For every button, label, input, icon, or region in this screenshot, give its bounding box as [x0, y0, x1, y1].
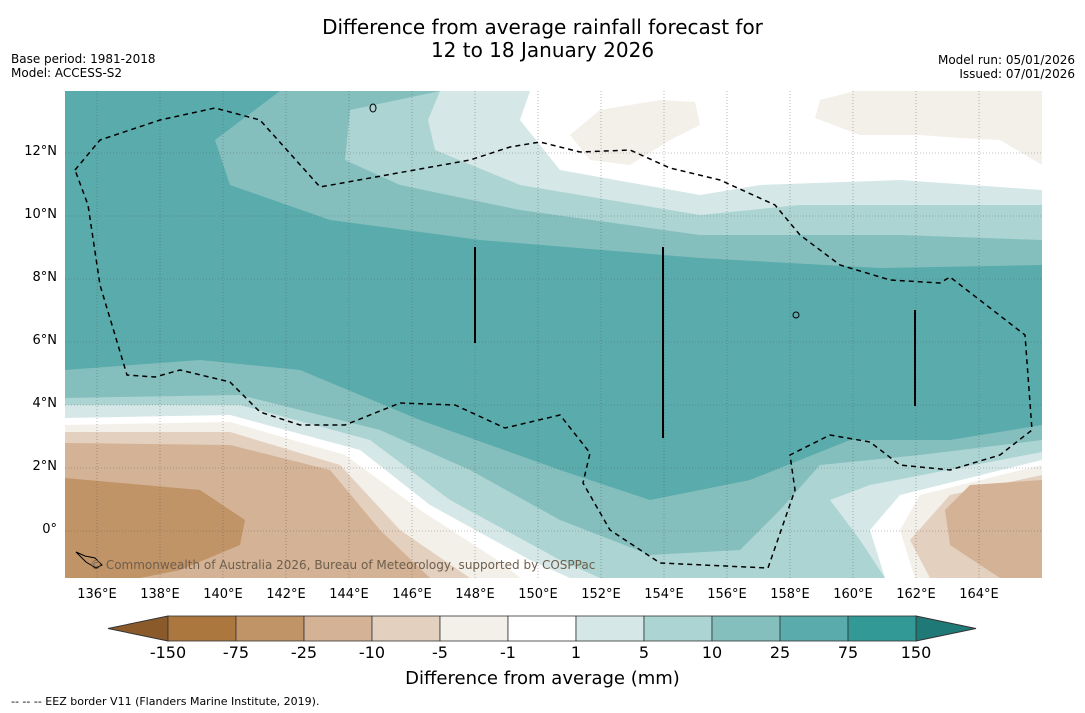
- colorbar-tick-label: -5: [432, 643, 448, 662]
- dry-patch-north-1: [570, 100, 700, 165]
- lon-tick-label: 146°E: [392, 587, 432, 602]
- lon-tick-label: 138°E: [140, 587, 180, 602]
- colorbar-tick-label: 1: [570, 643, 582, 662]
- lon-tick-label: 160°E: [833, 587, 873, 602]
- colorbar-swatch: [643, 615, 713, 642]
- lon-tick-label: 136°E: [77, 587, 117, 602]
- colorbar-label: Difference from average (mm): [405, 668, 680, 689]
- lon-tick-label: 152°E: [581, 587, 621, 602]
- graticule: [65, 91, 1042, 578]
- lon-tick-label: 162°E: [896, 587, 936, 602]
- colorbar-extend-low: [107, 615, 169, 642]
- colorbar-tick-label: -150: [149, 643, 187, 662]
- colorbar-tick-label: -75: [222, 643, 250, 662]
- colorbar-swatch: [371, 615, 441, 642]
- meta-left: Base period: 1981-2018 Model: ACCESS-S2: [11, 52, 156, 80]
- colorbar-tick-label: 25: [769, 643, 791, 662]
- colorbar-swatch: [507, 615, 577, 642]
- lat-tick-label: 10°N: [24, 207, 57, 222]
- lon-tick-label: 140°E: [203, 587, 243, 602]
- colorbar-swatch: [439, 615, 509, 642]
- lon-tick-label: 158°E: [770, 587, 810, 602]
- coastline-new-guinea: [75, 551, 103, 569]
- colorbar-tick-label: 10: [701, 643, 723, 662]
- colorbar-swatch: [575, 615, 645, 642]
- colorbar-swatch: [711, 615, 781, 642]
- eez-legend-note: -- -- -- EEZ border V11 (Flanders Marine…: [11, 695, 320, 708]
- lat-tick-label: 4°N: [32, 396, 58, 411]
- copyright-text: © Commonwealth of Australia 2026, Bureau…: [90, 558, 596, 572]
- lon-tick-label: 142°E: [266, 587, 306, 602]
- colorbar-tick-label: -10: [358, 643, 386, 662]
- band-neg10-25-east: [945, 480, 1042, 578]
- lon-tick-label: 164°E: [959, 587, 999, 602]
- colorbar-tick-label: -25: [290, 643, 318, 662]
- colorbar-tick-label: 150: [900, 643, 932, 662]
- title-line-2: 12 to 18 January 2026: [430, 38, 655, 62]
- island-icon: [369, 103, 377, 113]
- issued-date: Issued: 07/01/2026: [959, 67, 1075, 81]
- base-period: Base period: 1981-2018: [11, 52, 156, 66]
- lon-tick-label: 144°E: [329, 587, 369, 602]
- colorbar-tick-label: -1: [500, 643, 516, 662]
- colorbar-tick-label: 75: [837, 643, 859, 662]
- island-icon: [792, 311, 800, 319]
- colorbar-swatch: [303, 615, 373, 642]
- colorbar-tick-label: 5: [638, 643, 650, 662]
- model-run: Model run: 05/01/2026: [937, 53, 1075, 67]
- lon-tick-label: 150°E: [518, 587, 558, 602]
- model-name: Model: ACCESS-S2: [11, 66, 123, 80]
- colorbar-swatch: [235, 615, 305, 642]
- colorbar-swatch: [847, 615, 917, 642]
- title-line-1: Difference from average rainfall forecas…: [322, 15, 763, 39]
- colorbar-extend-high: [915, 615, 977, 642]
- lat-tick-label: 8°N: [32, 270, 58, 285]
- lon-tick-label: 148°E: [455, 587, 495, 602]
- colorbar-swatch: [779, 615, 849, 642]
- band-neg25-75: [65, 478, 245, 578]
- lat-tick-label: 12°N: [24, 144, 57, 159]
- colorbar-swatch: [167, 615, 237, 642]
- lat-tick-label: 2°N: [32, 459, 58, 474]
- meta-right: Model run: 05/01/2026 Issued: 07/01/2026: [938, 53, 1075, 81]
- lat-tick-label: 6°N: [32, 333, 58, 348]
- dry-patch-north-2: [815, 91, 1042, 165]
- lon-tick-label: 154°E: [644, 587, 684, 602]
- lon-tick-label: 156°E: [707, 587, 747, 602]
- lat-tick-label: 0°: [42, 522, 57, 537]
- colorbar: [107, 615, 977, 642]
